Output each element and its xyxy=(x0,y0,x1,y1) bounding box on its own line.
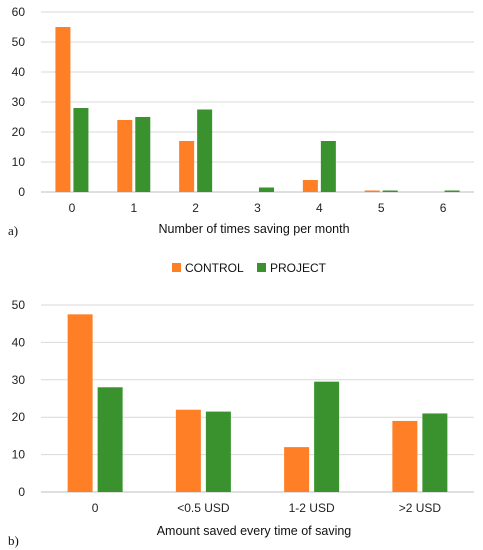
x-tick-label: 2 xyxy=(192,201,199,215)
y-tick-label: 50 xyxy=(12,35,26,49)
bar-project-2 xyxy=(314,381,340,492)
x-tick-label: 1-2 USD xyxy=(289,501,335,515)
x-axis-title-a: Number of times saving per month xyxy=(158,222,349,236)
legend-swatch-project xyxy=(257,263,266,272)
y-tick-label: 30 xyxy=(12,373,26,387)
bar-control-4 xyxy=(302,180,318,192)
x-tick-label: 3 xyxy=(254,201,261,215)
y-tick-label: 0 xyxy=(18,485,25,499)
y-tick-label: 0 xyxy=(18,185,25,199)
bar-control-0 xyxy=(67,314,93,492)
panel-label-a: a) xyxy=(8,223,18,238)
y-tick-label: 10 xyxy=(12,155,26,169)
bar-project-2 xyxy=(197,109,213,192)
bar-project-5 xyxy=(382,190,398,192)
x-tick-label: <0.5 USD xyxy=(177,501,230,515)
bar-control-2 xyxy=(179,141,195,192)
y-tick-label: 20 xyxy=(12,125,26,139)
x-tick-label: 5 xyxy=(378,201,385,215)
bar-project-0 xyxy=(73,108,89,192)
legend-label-control: CONTROL xyxy=(185,261,244,275)
bar-project-6 xyxy=(444,190,460,192)
x-axis-title-b: Amount saved every time of saving xyxy=(157,524,352,538)
bar-control-2 xyxy=(284,447,310,492)
x-tick-label: 0 xyxy=(92,501,99,515)
x-tick-label: 1 xyxy=(130,201,137,215)
bar-project-3 xyxy=(259,187,274,192)
bar-control-1 xyxy=(175,409,201,492)
y-tick-label: 20 xyxy=(12,410,26,424)
bar-project-1 xyxy=(205,411,231,492)
y-tick-label: 60 xyxy=(12,5,26,19)
x-tick-label: 6 xyxy=(440,201,447,215)
y-tick-label: 30 xyxy=(12,95,26,109)
legend: CONTROL PROJECT xyxy=(172,261,327,275)
legend-label-project: PROJECT xyxy=(270,261,327,275)
bar-project-1 xyxy=(135,117,151,192)
x-tick-label: 0 xyxy=(69,201,76,215)
y-tick-label: 40 xyxy=(12,65,26,79)
legend-swatch-control xyxy=(172,263,181,272)
y-tick-label: 50 xyxy=(12,298,26,312)
x-tick-label: 4 xyxy=(316,201,323,215)
bar-control-3 xyxy=(392,420,418,492)
chart-b: 0 10 20 30 40 50 0 <0.5 USD 1-2 USD >2 USD xyxy=(12,298,474,515)
bar-control-5 xyxy=(364,190,380,192)
bar-project-3 xyxy=(422,413,448,492)
bar-control-1 xyxy=(117,120,133,192)
bar-project-4 xyxy=(320,141,336,192)
panel-label-b: b) xyxy=(8,533,19,548)
chart-a: 0 10 20 30 40 50 60 0 1 2 3 4 5 6 xyxy=(12,5,474,215)
x-tick-label: >2 USD xyxy=(399,501,442,515)
bar-project-0 xyxy=(97,387,123,492)
y-tick-label: 40 xyxy=(12,335,26,349)
y-tick-label: 10 xyxy=(12,448,26,462)
bar-control-0 xyxy=(55,27,71,192)
